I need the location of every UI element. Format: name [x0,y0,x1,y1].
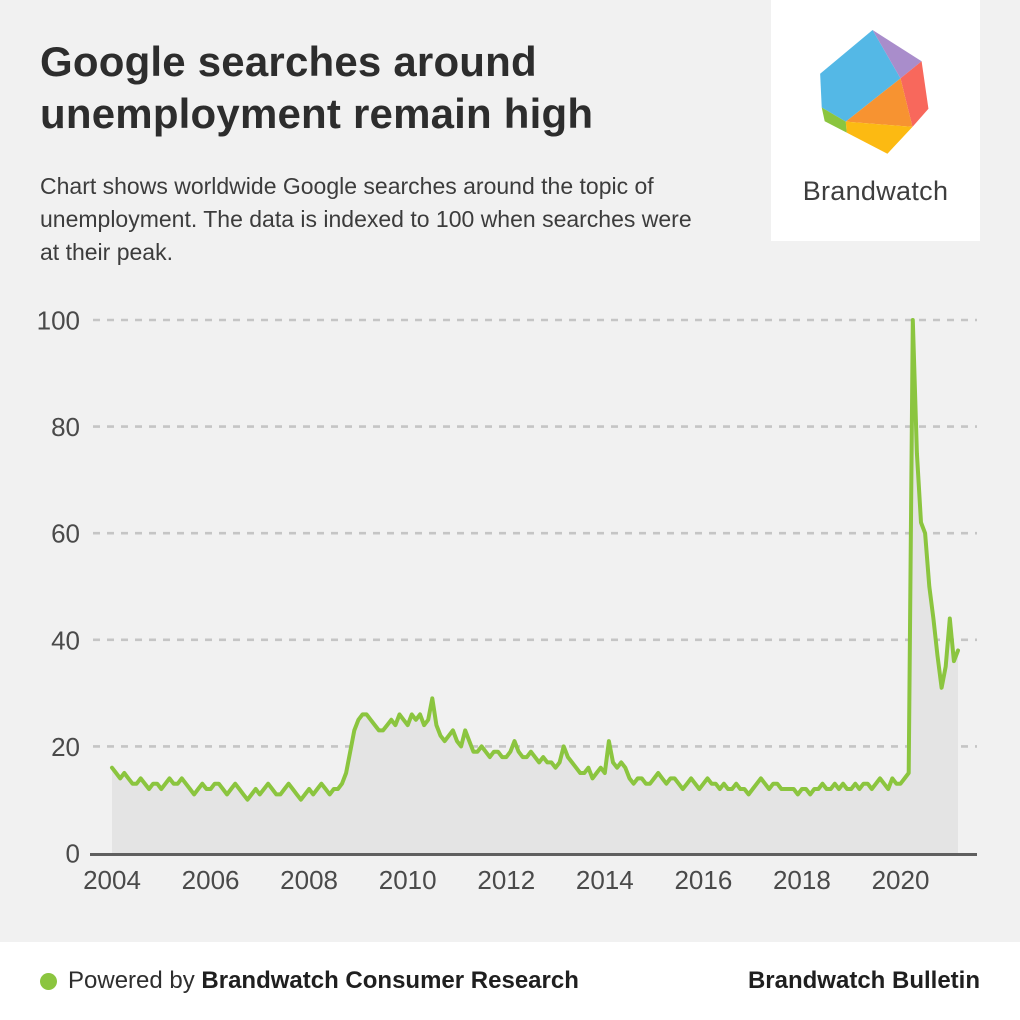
y-tick-label: 100 [37,306,80,336]
y-tick-label: 80 [51,412,80,442]
y-tick-label: 20 [51,732,80,762]
powered-by-brand: Brandwatch Consumer Research [201,967,579,994]
x-tick-label: 2012 [477,865,535,895]
footer-bar: Powered by Brandwatch Consumer Research … [0,942,1020,1020]
y-tick-label: 0 [66,839,80,869]
page-title: Google searches around unemployment rema… [40,36,740,140]
x-tick-label: 2004 [83,865,141,895]
subtitle-line-3: at their peak. [40,239,173,265]
subtitle-line-1: Chart shows worldwide Google searches ar… [40,173,654,199]
trend-line [110,318,960,802]
logo-facet-blue [819,30,901,122]
chart-description: Chart shows worldwide Google searches ar… [40,170,740,269]
powered-by-prefix: Powered by [68,967,202,994]
title-line-1: Google searches around [40,38,537,85]
y-tick-label: 40 [51,625,80,655]
x-tick-label: 2018 [773,865,831,895]
x-tick-label: 2010 [379,865,437,895]
title-line-2: unemployment remain high [40,90,594,137]
brand-name: Brandwatch [802,176,949,206]
logo-facet-green [821,107,847,133]
y-tick-label: 60 [51,519,80,549]
logo-facet-yellow [845,121,912,154]
x-tick-label: 2008 [280,865,338,895]
brandwatch-logo-card: Brandwatch [771,0,980,241]
logo-facet-orange [845,78,912,127]
x-tick-label: 2020 [872,865,930,895]
brandwatch-hexagon-icon [819,30,928,154]
x-tick-label: 2006 [182,865,240,895]
x-tick-label: 2014 [576,865,634,895]
green-dot-icon [40,972,57,990]
bulletin-label: Brandwatch Bulletin [747,967,980,994]
logo-facet-purple [872,30,922,79]
header: Google searches around unemployment rema… [40,36,740,269]
powered-by-text: Powered by Brandwatch Consumer Research [68,967,579,995]
x-tick-label: 2016 [674,865,732,895]
logo-facet-coral [900,61,928,127]
subtitle-line-2: unemployment. The data is indexed to 100… [40,206,692,232]
area-fill [112,320,958,853]
